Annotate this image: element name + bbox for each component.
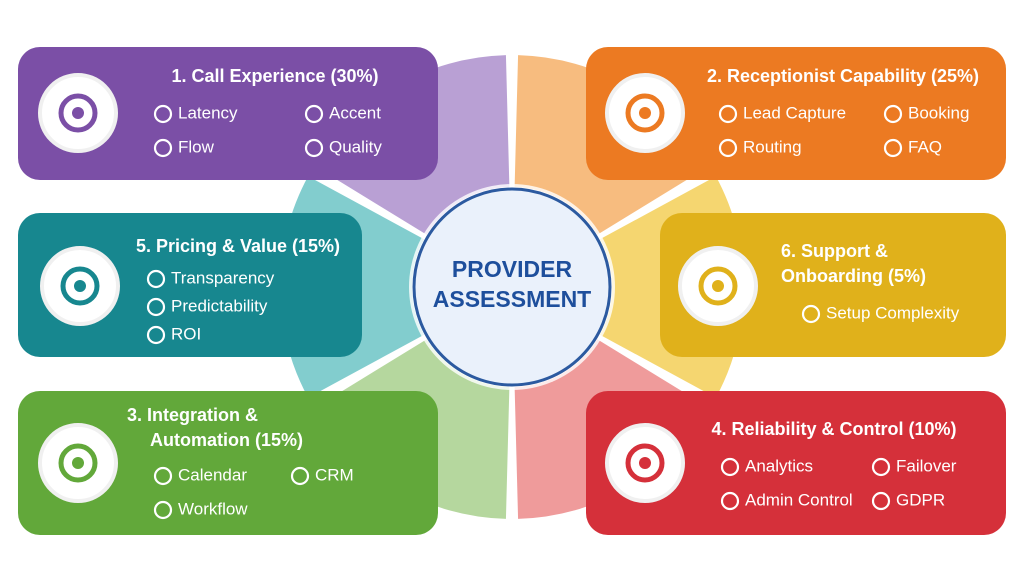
item-label: Lead Capture [743, 103, 846, 122]
item-label: Predictability [171, 296, 268, 315]
item-label: Calendar [178, 465, 247, 484]
item-label: Accent [329, 103, 381, 122]
item-label: Booking [908, 103, 969, 122]
item-icon [153, 104, 173, 124]
item-label: Transparency [171, 268, 275, 287]
card-icon [625, 443, 665, 483]
item-icon [871, 457, 891, 477]
item-icon [290, 466, 310, 486]
item-icon [718, 138, 738, 158]
item-icon [146, 269, 166, 289]
item-icon [720, 491, 740, 511]
card-title: 5. Pricing & Value (15%) [136, 236, 340, 256]
card: 1. Call Experience (30%) Latency Accent Flo… [18, 47, 438, 180]
card-title: 6. Support & [781, 241, 888, 261]
item-label: Quality [329, 137, 382, 156]
card-title: 1. Call Experience (30%) [171, 66, 378, 86]
card: 2. Receptionist Capability (25%) Lead Cap… [586, 47, 1006, 180]
item-label: Routing [743, 137, 802, 156]
card-box [18, 391, 438, 535]
item-icon [718, 104, 738, 124]
card-title: 4. Reliability & Control (10%) [711, 419, 956, 439]
card-icon [712, 280, 724, 292]
card-title: 3. Integration & [127, 405, 258, 425]
card-box [660, 213, 1006, 357]
item-label: Failover [896, 456, 957, 475]
card-icon [58, 93, 98, 133]
card-icon [639, 107, 651, 119]
item-label: Admin Control [745, 490, 853, 509]
card: 3. Integration & Automation (15%) Calendar… [18, 391, 438, 535]
card: 5. Pricing & Value (15%) Transparency Pred… [18, 213, 362, 357]
item-icon [883, 138, 903, 158]
item-icon [304, 104, 324, 124]
card-title: Automation (15%) [150, 430, 303, 450]
card-box [18, 213, 362, 357]
item-icon [801, 304, 821, 324]
card-icon [698, 266, 738, 306]
item-label: Setup Complexity [826, 303, 960, 322]
card-icon [60, 266, 100, 306]
card-title: Onboarding (5%) [781, 266, 926, 286]
card-icon [74, 280, 86, 292]
card: 4. Reliability & Control (10%) Analytics F… [586, 391, 1006, 535]
item-icon [153, 138, 173, 158]
item-label: GDPR [896, 490, 945, 509]
card-title: 2. Receptionist Capability (25%) [707, 66, 979, 86]
item-icon [883, 104, 903, 124]
item-icon [153, 500, 173, 520]
item-label: ROI [171, 324, 201, 343]
item-label: Latency [178, 103, 238, 122]
item-icon [871, 491, 891, 511]
center-label: PROVIDER [452, 256, 573, 282]
item-label: Analytics [745, 456, 813, 475]
center-label: ASSESSMENT [433, 286, 591, 312]
item-icon [146, 297, 166, 317]
card-icon [72, 107, 84, 119]
item-label: FAQ [908, 137, 942, 156]
card-icon [625, 93, 665, 133]
cards: 1. Call Experience (30%) Latency Accent Flo… [18, 47, 1006, 535]
card: 6. Support & Onboarding (5%) Setup Complex… [660, 213, 1006, 357]
item-icon [304, 138, 324, 158]
item-label: CRM [315, 465, 354, 484]
item-label: Workflow [178, 499, 248, 518]
item-label: Flow [178, 137, 215, 156]
card-icon [639, 457, 651, 469]
card-icon [72, 457, 84, 469]
center-circle [412, 187, 612, 387]
card-icon [58, 443, 98, 483]
card-box [586, 391, 1006, 535]
item-icon [153, 466, 173, 486]
card-box [18, 47, 438, 180]
item-icon [720, 457, 740, 477]
item-icon [146, 325, 166, 345]
